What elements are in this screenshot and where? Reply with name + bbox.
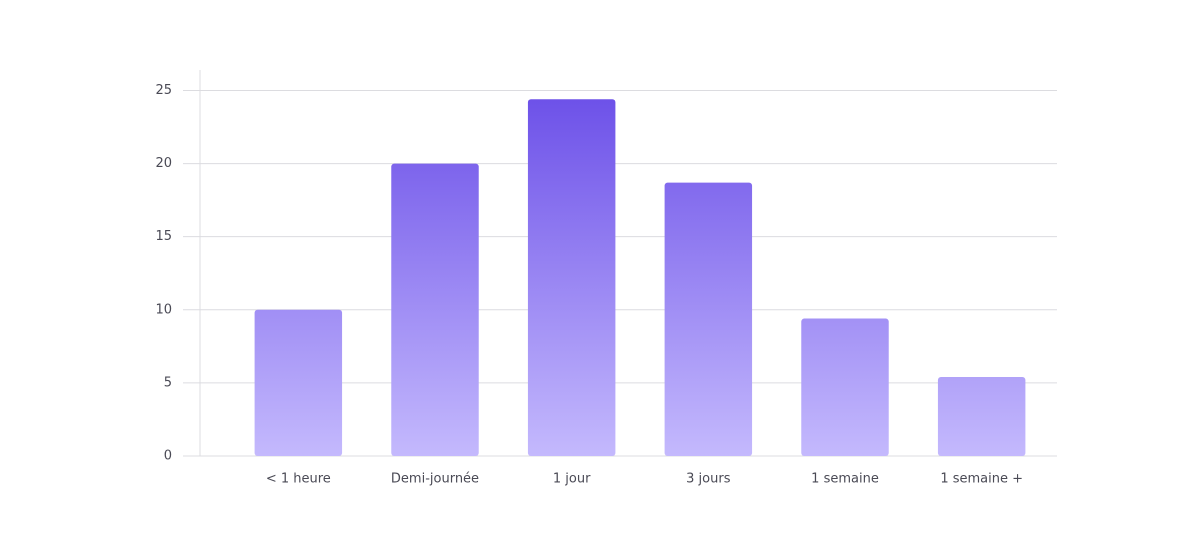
y-tick-label: 15	[155, 229, 172, 244]
bar	[664, 182, 753, 457]
x-tick-label: Demi-journée	[391, 472, 479, 487]
x-tick-label: 1 jour	[553, 472, 591, 487]
x-tick-label: 1 semaine	[811, 472, 879, 487]
y-tick-label: 20	[155, 156, 172, 171]
bar	[937, 377, 1026, 456]
y-tick-label: 10	[155, 302, 172, 317]
x-tick-label: 3 jours	[686, 472, 731, 487]
x-tick-label: < 1 heure	[266, 472, 331, 487]
y-tick-label: 5	[164, 375, 172, 390]
y-tick-label: 0	[164, 449, 172, 464]
y-tick-label: 25	[155, 83, 172, 98]
bar	[254, 309, 343, 456]
bar	[391, 163, 479, 457]
bar	[527, 99, 616, 456]
bar	[801, 318, 889, 456]
x-tick-label: 1 semaine +	[940, 472, 1023, 487]
